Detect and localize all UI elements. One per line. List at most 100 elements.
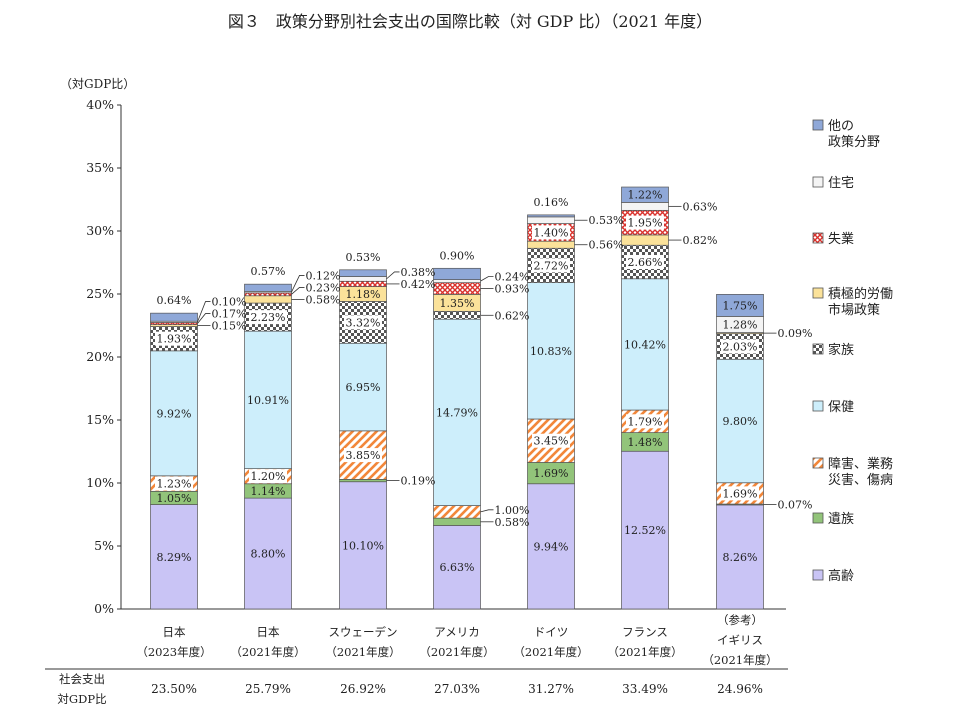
data-label: 9.80% (723, 415, 758, 428)
label-backdrop (344, 315, 382, 330)
data-label: 10.83% (530, 345, 572, 358)
data-label: 2.03% (723, 340, 758, 353)
x-category-year: （2021年度） (513, 645, 588, 659)
data-label: 0.07% (778, 498, 813, 511)
x-axis: 日本 （2023年度） 日本 （2021年度） スウェーデン （2021年度） アメリカ （2… (136, 613, 777, 667)
legend-label: 高齢 (828, 568, 854, 584)
bar-segment (244, 292, 292, 297)
bar-segment (433, 267, 481, 280)
data-label: 3.45% (534, 435, 569, 448)
data-label: 0.38% (401, 266, 436, 279)
legend-label: 他の (828, 119, 854, 134)
label-backdrop (249, 310, 287, 325)
bar-segment (716, 358, 764, 484)
data-label: 1.79% (628, 415, 663, 428)
legend-swatch (812, 176, 824, 188)
data-label: 8.80% (251, 548, 286, 561)
data-label: 1.28% (723, 318, 758, 331)
bars: 8.29% 1.05%1.23% 9.92% 1.93% 8.80% 1.14% 1.20%… (150, 186, 764, 610)
bar-segment (339, 342, 387, 432)
bar-segment (621, 234, 669, 246)
total-value: 27.03% (434, 682, 480, 696)
total-value: 33.49% (622, 682, 668, 696)
label-backdrop (532, 225, 570, 240)
legend-swatch (812, 569, 824, 581)
data-label: 0.58% (495, 516, 530, 529)
data-label: 10.42% (624, 338, 666, 351)
label-backdrop (626, 254, 664, 269)
legend-label: 住宅 (828, 176, 854, 191)
x-category-label: スウェーデン (329, 625, 398, 639)
data-label: 0.10% (212, 296, 247, 309)
total-value: 25.79% (245, 682, 291, 696)
x-category-note: （参考） (717, 613, 763, 627)
data-label: 1.75% (723, 299, 758, 312)
bar-segment (339, 276, 387, 282)
data-label: 0.64% (157, 294, 192, 307)
data-label: 1.23% (157, 478, 192, 491)
total-value: 23.50% (151, 682, 197, 696)
legend-swatch (812, 119, 824, 131)
bar-segment (527, 483, 575, 610)
y-tick-label: 20% (86, 349, 114, 364)
data-label: 0.53% (589, 214, 624, 227)
label-backdrop (626, 215, 664, 230)
y-tick-label: 25% (86, 286, 114, 301)
data-label: 1.95% (628, 217, 663, 230)
data-label: 2.66% (628, 256, 663, 269)
y-axis: 0% 5% 10% 15% 20% 25% 30% 35% 40% (86, 97, 786, 616)
x-category-year: （2021年度） (607, 645, 682, 659)
callout-line (480, 276, 494, 282)
bar-segment (244, 330, 292, 469)
data-label: 1.05% (157, 492, 192, 505)
data-label: 0.09% (778, 327, 813, 340)
y-tick-label: 40% (86, 97, 114, 112)
bar-segment (433, 505, 481, 519)
label-backdrop (155, 331, 193, 346)
y-tick-label: 5% (94, 538, 114, 553)
label-backdrop (249, 469, 287, 484)
bar-segment (433, 517, 481, 526)
callout-line (386, 271, 400, 280)
bar-segment (244, 497, 292, 610)
data-label: 6.95% (346, 381, 381, 394)
legend-label: 障害、業務 (828, 456, 893, 472)
data-label: 8.26% (723, 551, 758, 564)
x-category-year: （2021年度） (230, 645, 305, 659)
data-label: 0.53% (346, 251, 381, 264)
label-backdrop (155, 476, 193, 491)
data-label: 1.20% (251, 470, 286, 483)
bar-segment (621, 202, 669, 211)
data-label: 12.52% (624, 524, 666, 537)
bar-segment (527, 216, 575, 224)
bar-segment (621, 450, 669, 610)
data-label: 1.22% (628, 189, 663, 202)
data-label: 0.15% (212, 320, 247, 333)
data-label: 0.17% (212, 308, 247, 321)
bar-segment (339, 481, 387, 610)
bar-segment (527, 282, 575, 420)
bar-segment (433, 525, 481, 610)
bar-segment (527, 240, 575, 249)
label-backdrop (532, 258, 570, 273)
bar-segment (339, 478, 387, 483)
x-category-label: フランス (622, 625, 668, 639)
data-label: 0.93% (495, 283, 530, 296)
bar-segment (621, 278, 669, 411)
data-label: 0.24% (495, 271, 530, 284)
legend-label: 失業 (828, 231, 854, 247)
data-label: 2.72% (534, 259, 569, 272)
data-label: 10.10% (342, 539, 384, 552)
data-label: 0.12% (306, 269, 341, 282)
bar-segment (244, 295, 292, 304)
data-label: 6.63% (440, 561, 475, 574)
label-backdrop (532, 433, 570, 448)
y-tick-label: 0% (94, 601, 114, 616)
legend-label: 保健 (828, 400, 854, 415)
data-label: 0.19% (401, 475, 436, 488)
x-category-year: （2023年度） (136, 645, 211, 659)
bar-segment (433, 311, 481, 320)
y-tick-label: 10% (86, 475, 114, 490)
